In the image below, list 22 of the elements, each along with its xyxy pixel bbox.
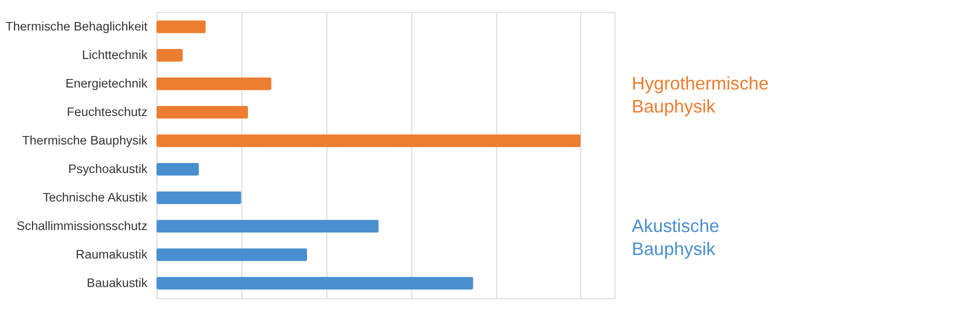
bar (156, 162, 199, 176)
y-tick-label: Psychoakustik (68, 162, 148, 176)
bar (156, 20, 206, 34)
bar (156, 276, 474, 290)
bar (156, 220, 379, 233)
bar (156, 191, 242, 204)
bar (156, 48, 183, 62)
y-tick-label: Bauakustik (86, 276, 148, 290)
y-tick-label: Raumakustik (76, 248, 148, 262)
text: Akustische Bauphysik (632, 216, 720, 259)
bar (156, 134, 581, 148)
y-tick-label: Technische Akustik (42, 190, 148, 205)
bar (156, 248, 308, 262)
bar (156, 106, 248, 119)
y-tick-label: Feuchteschutz (66, 105, 148, 120)
bar (156, 77, 272, 90)
text: Hygrothermische Bauphysik (632, 74, 769, 116)
y-tick-label: Thermische Bauphysik (22, 134, 148, 148)
y-tick-label: Lichttechnik (82, 48, 148, 62)
y-tick-label: Energietechnik (65, 76, 148, 91)
y-tick-label: Thermische Behaglichkeit (6, 20, 148, 34)
y-tick-label: Schallimmissionsschutz (16, 219, 148, 234)
